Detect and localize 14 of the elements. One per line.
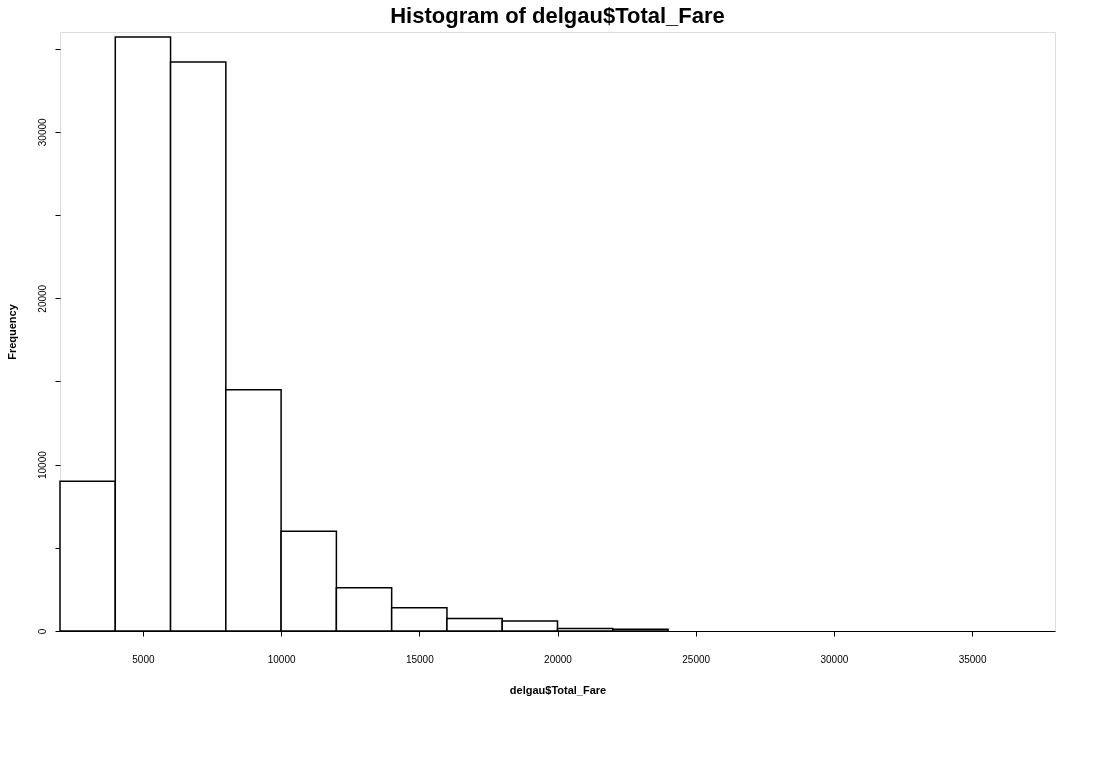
x-tick-label: 5000 [132,653,155,665]
y-tick-label: 10000 [36,450,48,480]
x-tick-label: 35000 [958,653,987,665]
x-tick-label: 10000 [267,653,296,665]
x-axis-title: delgau$Total_Fare [509,683,607,696]
chart-title: Histogram of delgau$Total_Fare [390,3,725,28]
y-tick-label: 30000 [36,117,48,147]
y-axis-title: Frequency [5,303,18,360]
y-tick-label: 20000 [36,284,48,313]
x-tick-label: 15000 [405,653,435,665]
y-tick-label: 0 [36,628,48,635]
x-tick-label: 25000 [682,653,711,665]
x-tick-label: 30000 [820,653,849,665]
x-tick-label: 20000 [544,653,573,665]
